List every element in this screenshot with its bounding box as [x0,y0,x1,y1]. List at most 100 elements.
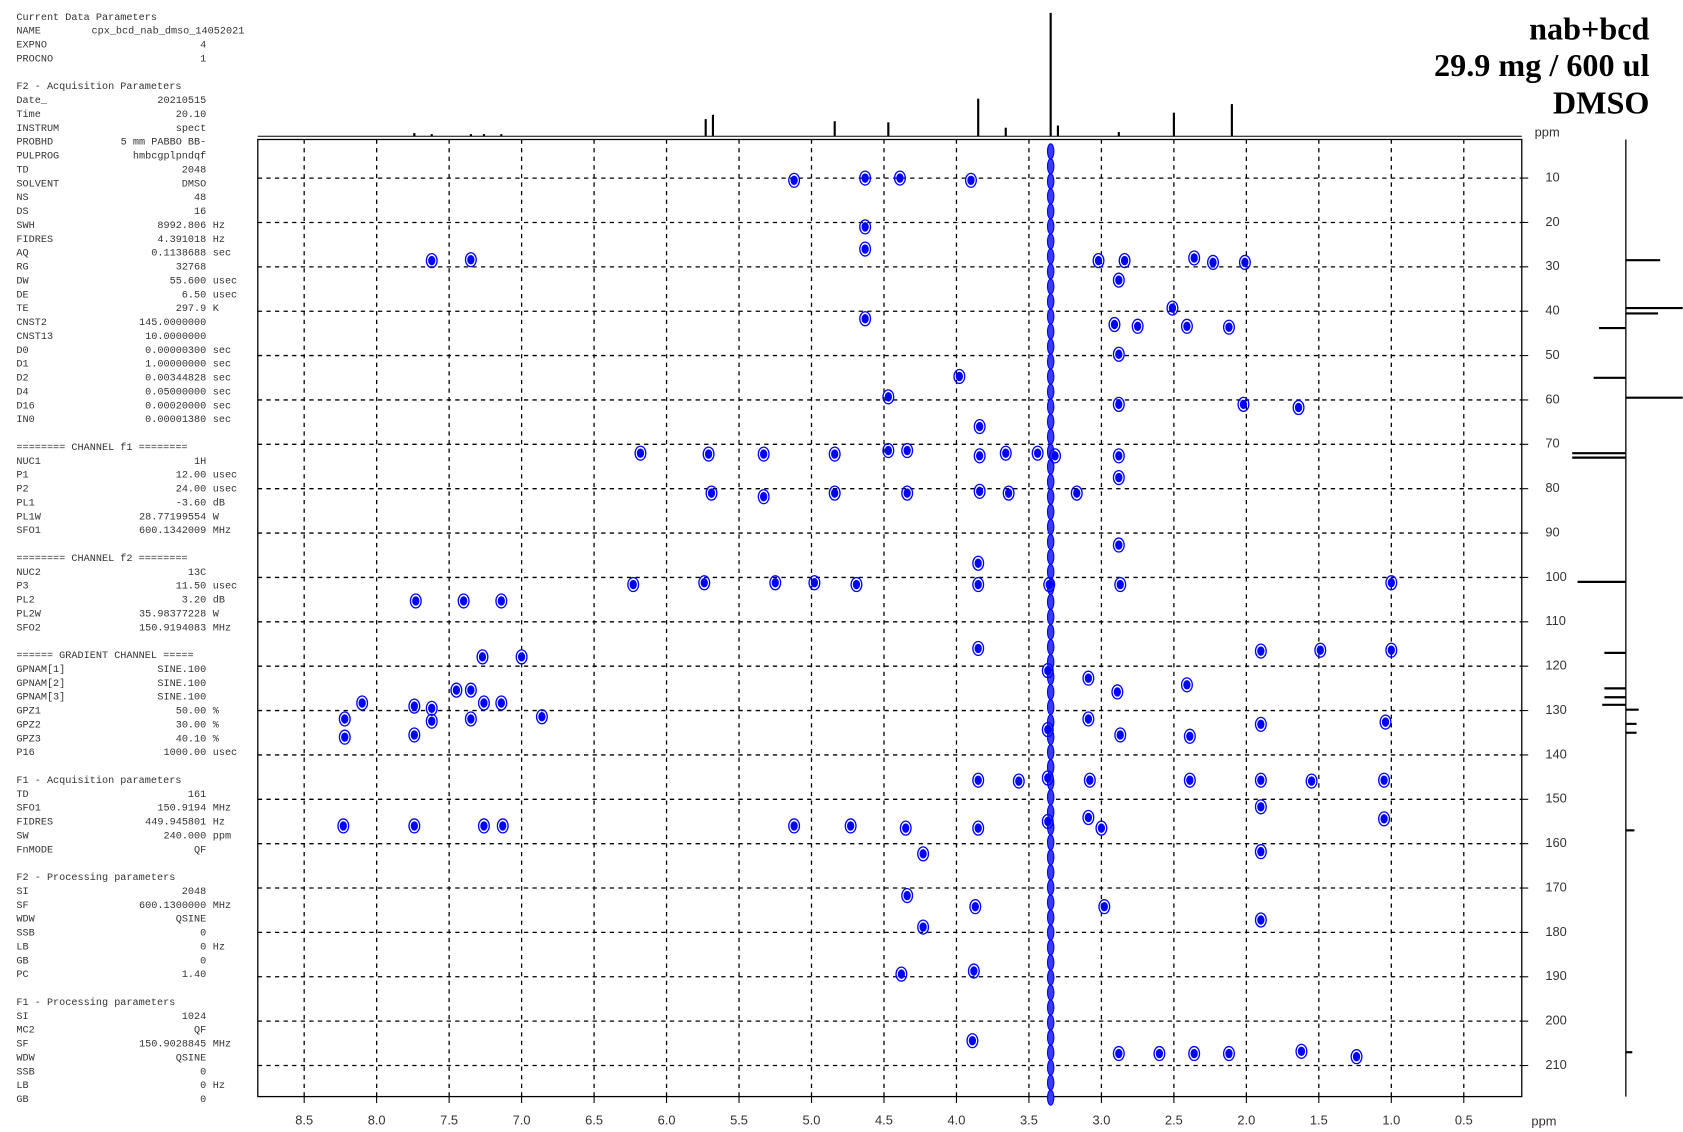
contour-inner [341,732,349,742]
cross-peak [627,576,640,593]
y-tick-label: 200 [1545,1013,1566,1028]
param-unit: MHz [213,1040,231,1051]
contour-inner [428,703,436,714]
contour-outer [338,711,351,727]
param-label: TD [16,790,28,801]
contour-inner [1239,399,1248,410]
param-unit: % [213,707,220,718]
param-value: SINE.100 [157,693,206,704]
param-unit: sec [213,401,231,412]
contour-outer [464,682,477,698]
contour-inner [1115,451,1123,461]
contour-outer [901,442,914,459]
cross-peak [1222,1045,1235,1062]
param-unit: usec [213,748,237,759]
x-tick-label: 1.0 [1382,1113,1400,1128]
x-tick-label: 4.0 [948,1113,966,1128]
contour-outer [828,446,841,462]
cross-peak [1131,318,1144,334]
cross-peak [1041,770,1054,786]
contour-inner [831,488,839,498]
contour-outer [1350,1049,1363,1065]
contour-outer [788,818,801,834]
cross-peak [1237,396,1250,413]
param-value: 0.1138688 [151,249,206,260]
cross-peak [769,575,782,591]
x-tick-label: 3.0 [1092,1113,1110,1128]
contour-outer [1098,899,1111,915]
param-value: 16 [194,207,206,218]
cross-peak [966,1033,979,1049]
x-tick-label: 1.5 [1310,1113,1328,1128]
param-value: QSINE [176,915,207,926]
contour-inner [902,823,910,833]
cross-peak [1082,809,1095,826]
param-label: PULPROG [16,152,59,163]
cross-peak [1292,399,1305,416]
param-label: P16 [16,748,34,759]
contour-outer [1292,399,1305,416]
cross-peak [757,489,770,505]
cross-peak [788,818,801,834]
param-value: 0 [200,956,206,967]
param-label: SWH [16,221,34,232]
cross-peak [1112,272,1125,288]
contour-inner [459,596,468,606]
y-tick-label: 80 [1545,480,1559,495]
contour-outer [535,709,548,725]
param-label: SSB [16,929,34,940]
param-label: P3 [16,582,28,593]
contour-outer [495,695,508,711]
param-unit: usec [213,276,237,287]
cross-peak [1070,485,1083,501]
param-unit: MHz [213,901,231,912]
param-label: DE [16,290,28,301]
contour-inner [1073,488,1081,498]
cross-peak [698,575,711,591]
contour-outer [1049,448,1062,464]
param-value: 0.00020000 [145,401,206,412]
param-value: SINE.100 [157,679,206,690]
contour-inner [1115,540,1123,550]
param-label: WDW [16,1053,35,1064]
contour-inner [1225,322,1233,332]
contour-inner [1033,448,1042,458]
contour-outer [895,966,908,982]
contour-inner [1168,303,1177,313]
contour-outer [1112,346,1125,362]
param-label: SFO1 [16,804,40,815]
contour-outer [408,818,421,834]
param-label: DS [16,207,28,218]
contour-outer [828,485,841,501]
param-unit: usec [213,290,237,301]
contour-outer [464,711,477,727]
cross-peak [425,713,438,729]
contour-outer [972,772,985,788]
contour-outer [450,682,463,698]
param-unit: sec [213,249,231,260]
contour-inner [1044,816,1052,827]
param-value: 40.10 [176,734,207,745]
contour-outer [1378,811,1391,827]
cross-peak [1083,772,1096,788]
cross-peak [1098,899,1111,915]
param-label: SSB [16,1067,34,1078]
param-label: GB [16,956,28,967]
contour-inner [974,775,982,785]
cross-peak [1112,1045,1125,1062]
cross-peak [1314,642,1327,658]
param-label: CNST2 [16,318,47,329]
y-tick-label: 190 [1545,968,1566,983]
contour-inner [1257,775,1265,785]
cross-peak [828,446,841,462]
contour-outer [859,241,872,257]
contour-inner [1183,680,1191,690]
contour-inner [974,558,982,568]
contour-outer [973,483,986,499]
cross-peak [901,485,914,501]
cross-peak [882,442,895,459]
contour-outer [496,818,509,834]
cross-peak [1305,773,1318,789]
contour-outer [1070,485,1083,501]
